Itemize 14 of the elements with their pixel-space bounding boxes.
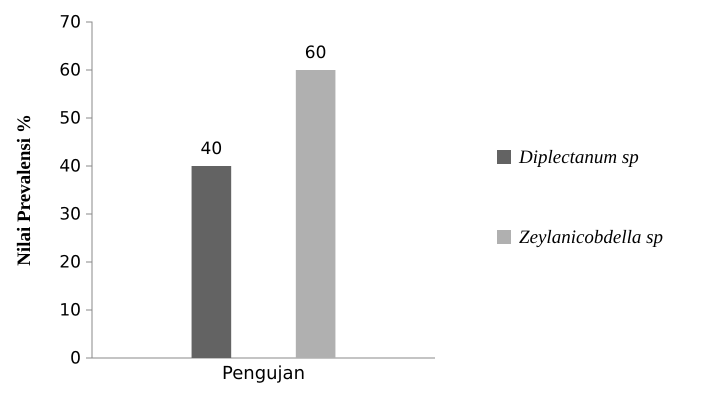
- legend-label: Zeylanicobdella sp: [519, 227, 664, 248]
- y-tick-label: 40: [59, 156, 81, 176]
- y-tick-label: 50: [59, 108, 81, 128]
- y-tick-label: 30: [59, 204, 81, 224]
- y-tick-label: 60: [59, 60, 81, 80]
- y-axis-title: Nilai Prevalensi %: [14, 114, 35, 266]
- y-tick-label: 70: [59, 12, 81, 32]
- y-tick-label: 0: [70, 348, 81, 368]
- y-tick-label: 10: [59, 300, 81, 320]
- legend-label: Diplectanum sp: [518, 147, 639, 168]
- x-tick-label: Pengujan: [222, 363, 305, 384]
- data-label: 40: [200, 139, 222, 159]
- data-label: 60: [304, 43, 326, 63]
- y-tick-label: 20: [59, 252, 81, 272]
